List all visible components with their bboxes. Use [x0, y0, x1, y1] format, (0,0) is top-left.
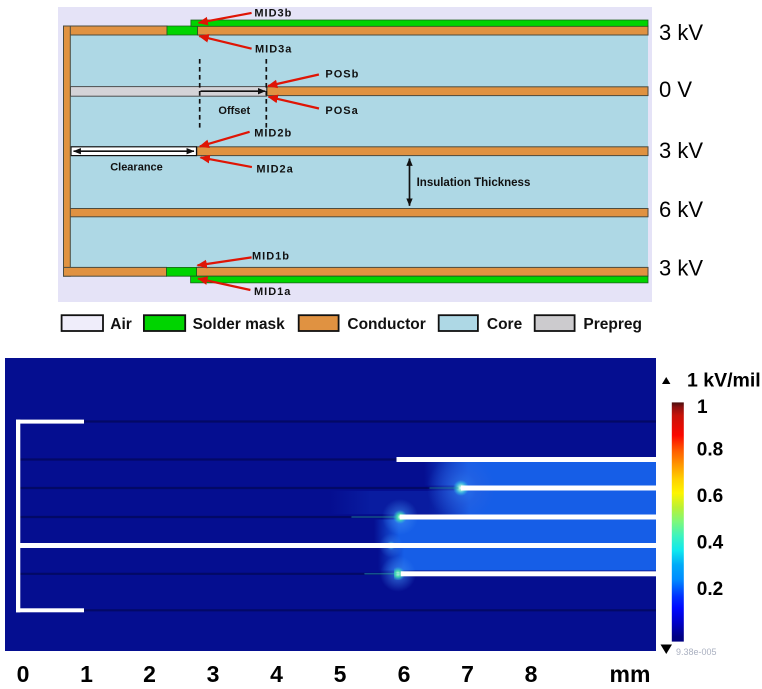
svg-text:0.4: 0.4	[697, 533, 724, 554]
svg-text:8: 8	[525, 661, 538, 687]
svg-text:6: 6	[398, 661, 411, 687]
svg-text:Solder mask: Solder mask	[193, 316, 286, 333]
svg-text:3 kV: 3 kV	[659, 20, 703, 45]
svg-text:2: 2	[143, 661, 156, 687]
svg-text:mm: mm	[610, 661, 651, 687]
svg-text:3 kV: 3 kV	[659, 138, 703, 163]
svg-text:3: 3	[207, 661, 220, 687]
svg-text:Clearance: Clearance	[110, 162, 163, 174]
svg-text:6 kV: 6 kV	[659, 197, 703, 222]
svg-text:0.6: 0.6	[697, 486, 723, 507]
svg-text:0 V: 0 V	[659, 77, 692, 102]
svg-text:1 kV/mil: 1 kV/mil	[687, 370, 761, 392]
svg-text:7: 7	[461, 661, 474, 687]
svg-text:MID1b: MID1b	[252, 251, 290, 263]
svg-text:Offset: Offset	[218, 105, 250, 117]
svg-text:9.38e-005: 9.38e-005	[676, 647, 717, 657]
svg-text:MID1a: MID1a	[254, 286, 291, 298]
svg-text:Core: Core	[487, 316, 523, 333]
svg-text:0.2: 0.2	[697, 579, 723, 600]
svg-text:Prepreg: Prepreg	[583, 316, 642, 333]
svg-text:1: 1	[80, 661, 93, 687]
svg-text:5: 5	[334, 661, 347, 687]
svg-text:1: 1	[697, 397, 708, 418]
svg-text:MID3b: MID3b	[254, 8, 292, 20]
svg-text:0: 0	[17, 661, 30, 687]
svg-text:3 kV: 3 kV	[659, 256, 703, 281]
svg-text:MID2b: MID2b	[254, 127, 292, 139]
svg-text:MID3a: MID3a	[255, 43, 292, 55]
svg-text:Air: Air	[110, 316, 132, 333]
svg-text:Insulation Thickness: Insulation Thickness	[417, 177, 531, 189]
svg-text:POSb: POSb	[325, 68, 359, 80]
svg-text:4: 4	[270, 661, 283, 687]
svg-text:MID2a: MID2a	[256, 164, 293, 176]
svg-text:POSa: POSa	[325, 105, 358, 117]
svg-text:0.8: 0.8	[697, 440, 723, 461]
svg-text:Conductor: Conductor	[347, 316, 425, 333]
